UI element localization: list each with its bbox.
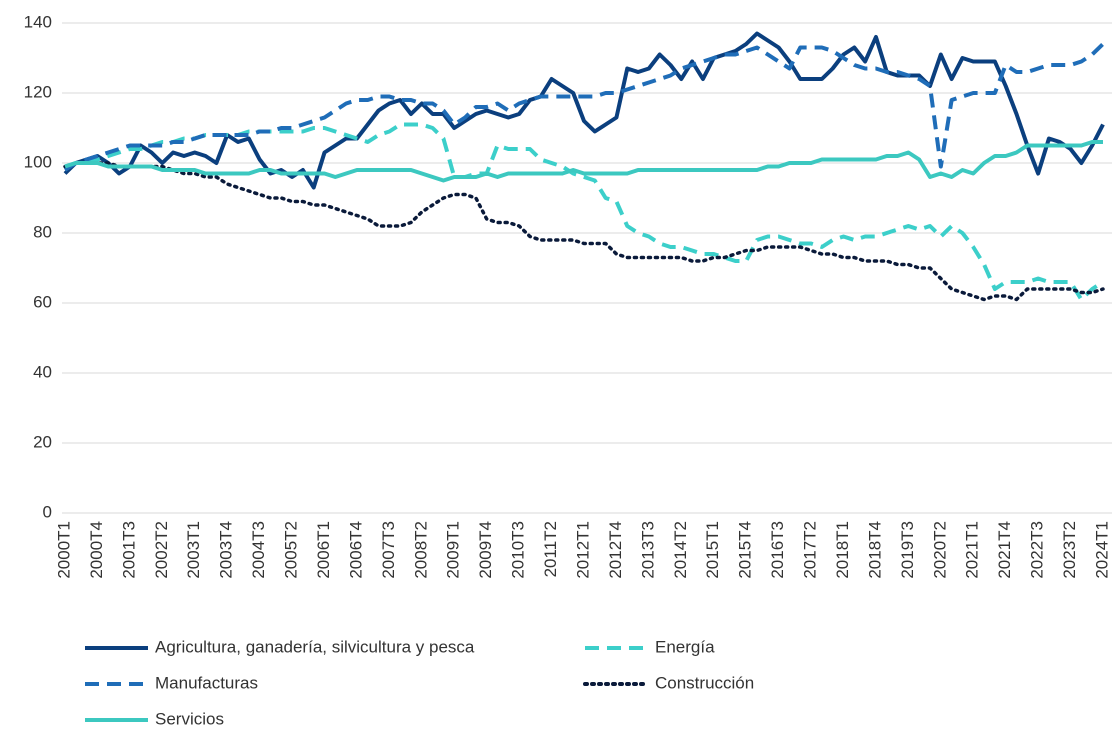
x-tick-label: 2013T3 — [638, 521, 657, 579]
legend-label: Construcción — [655, 673, 754, 692]
x-tick-label: 2015T1 — [703, 521, 722, 579]
x-tick-label: 2004T3 — [249, 521, 268, 579]
x-tick-label: 2014T2 — [671, 521, 690, 579]
y-tick-label: 140 — [24, 12, 52, 31]
x-tick-label: 2005T2 — [282, 521, 301, 579]
x-tick-label: 2001T3 — [119, 521, 138, 579]
x-tick-label: 2021T1 — [963, 521, 982, 579]
y-tick-label: 120 — [24, 82, 52, 101]
legend-label: Servicios — [155, 709, 224, 728]
series-line — [63, 31, 1105, 190]
x-tick-label: 2009T1 — [444, 521, 463, 579]
x-tick-label: 2011T2 — [541, 521, 560, 577]
y-tick-label: 100 — [24, 152, 52, 171]
x-tick-label: 2023T2 — [1060, 521, 1079, 579]
legend-label: Agricultura, ganadería, silvicultura y p… — [155, 637, 475, 656]
x-tick-label: 2000T1 — [54, 521, 73, 579]
series-line — [64, 140, 1103, 183]
x-tick-label: 2003T1 — [184, 521, 203, 579]
x-tick-label: 2021T4 — [995, 521, 1014, 579]
x-tick-label: 2024T1 — [1092, 521, 1111, 579]
y-tick-label: 0 — [43, 502, 52, 521]
x-tick-label: 2009T4 — [476, 521, 495, 579]
y-tick-label: 20 — [33, 432, 52, 451]
x-tick-label: 2020T2 — [930, 521, 949, 579]
x-tick-label: 2003T4 — [217, 521, 236, 579]
x-tick-label: 2006T4 — [346, 521, 365, 579]
legend-label: Energía — [655, 637, 715, 656]
x-tick-label: 2012T4 — [606, 521, 625, 579]
y-tick-label: 40 — [33, 362, 52, 381]
series-line — [63, 161, 1105, 302]
x-tick-label: 2022T3 — [1028, 521, 1047, 579]
x-tick-label: 2017T2 — [801, 521, 820, 579]
y-tick-label: 80 — [33, 222, 52, 241]
x-tick-label: 2006T1 — [314, 521, 333, 579]
x-tick-label: 2002T2 — [152, 521, 171, 579]
x-tick-label: 2000T4 — [87, 521, 106, 579]
x-tick-label: 2012T1 — [573, 521, 592, 579]
x-tick-label: 2018T1 — [833, 521, 852, 579]
x-tick-label: 2007T3 — [379, 521, 398, 579]
legend-label: Manufacturas — [155, 673, 258, 692]
x-tick-label: 2008T2 — [411, 521, 430, 579]
x-tick-label: 2019T3 — [898, 521, 917, 579]
series-line — [63, 42, 1105, 172]
x-tick-label: 2015T4 — [736, 521, 755, 579]
x-tick-label: 2016T3 — [768, 521, 787, 579]
y-tick-label: 60 — [33, 292, 52, 311]
x-tick-label: 2010T3 — [509, 521, 528, 579]
x-tick-label: 2018T4 — [865, 521, 884, 579]
